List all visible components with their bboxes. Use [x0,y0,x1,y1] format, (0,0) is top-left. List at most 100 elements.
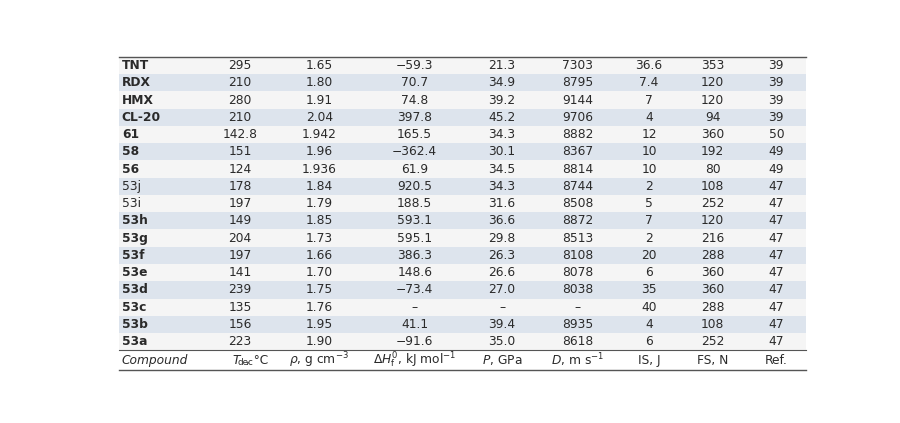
Bar [119,74,806,91]
Text: 210: 210 [229,76,251,89]
Bar [119,57,806,74]
Text: RDX: RDX [122,76,151,89]
Text: 8367: 8367 [562,146,593,158]
Bar [119,178,806,195]
Text: 108: 108 [701,318,724,331]
Text: 45.2: 45.2 [489,111,516,124]
Text: 280: 280 [229,93,252,107]
Text: 47: 47 [769,301,784,313]
Text: FS, N: FS, N [698,354,728,367]
Text: 39: 39 [769,76,784,89]
Text: 27.0: 27.0 [489,283,516,297]
Text: 8795: 8795 [562,76,593,89]
Text: 30.1: 30.1 [489,146,516,158]
Text: 151: 151 [229,146,252,158]
Text: 6: 6 [645,266,653,279]
Text: 35.0: 35.0 [489,335,516,348]
Text: 1.936: 1.936 [302,162,337,176]
Text: 252: 252 [701,335,724,348]
Bar [119,109,806,126]
Text: 1.85: 1.85 [306,214,333,227]
Text: 188.5: 188.5 [397,197,432,210]
Text: 29.8: 29.8 [489,232,516,244]
Text: 295: 295 [229,59,252,72]
Text: 165.5: 165.5 [397,128,432,141]
Text: 108: 108 [701,180,724,193]
Text: 141: 141 [229,266,251,279]
Text: 10: 10 [642,162,657,176]
Bar [119,316,806,333]
Text: 120: 120 [701,214,724,227]
Text: 595.1: 595.1 [397,232,432,244]
Text: 142.8: 142.8 [222,128,257,141]
Text: 178: 178 [229,180,252,193]
Text: 1.80: 1.80 [306,76,333,89]
Text: 204: 204 [229,232,251,244]
Text: 8618: 8618 [562,335,593,348]
Text: 53e: 53e [122,266,148,279]
Text: 8744: 8744 [562,180,593,193]
Text: 2: 2 [645,232,653,244]
Text: 53c: 53c [122,301,146,313]
Text: 135: 135 [229,301,252,313]
Text: 120: 120 [701,93,724,107]
Bar [119,247,806,264]
Text: 53a: 53a [122,335,148,348]
Text: 210: 210 [229,111,251,124]
Text: 1.75: 1.75 [306,283,333,297]
Text: 8935: 8935 [562,318,593,331]
Text: 74.8: 74.8 [401,93,428,107]
Text: 2.04: 2.04 [306,111,333,124]
Bar [119,143,806,160]
Text: –: – [500,301,505,313]
Text: 53i: 53i [122,197,140,210]
Bar [119,160,806,178]
Text: 2: 2 [645,180,653,193]
Text: 53j: 53j [122,180,140,193]
Text: 6: 6 [645,335,653,348]
Text: 8814: 8814 [562,162,593,176]
Text: CL-20: CL-20 [122,111,161,124]
Text: 39: 39 [769,59,784,72]
Text: 47: 47 [769,266,784,279]
Text: 148.6: 148.6 [397,266,432,279]
Text: 8108: 8108 [562,249,593,262]
Text: 49: 49 [769,162,784,176]
Text: 223: 223 [229,335,251,348]
Bar [119,91,806,109]
Text: 61.9: 61.9 [401,162,428,176]
Text: 1.91: 1.91 [306,93,333,107]
Text: 252: 252 [701,197,724,210]
Text: 8882: 8882 [562,128,593,141]
Text: 47: 47 [769,214,784,227]
Text: 8508: 8508 [562,197,593,210]
Text: 36.6: 36.6 [489,214,516,227]
Text: 360: 360 [701,266,724,279]
Text: 10: 10 [642,146,657,158]
Text: 360: 360 [701,128,724,141]
Text: 34.9: 34.9 [489,76,516,89]
Text: 288: 288 [701,249,724,262]
Text: 21.3: 21.3 [489,59,516,72]
Text: −59.3: −59.3 [396,59,434,72]
Text: 41.1: 41.1 [401,318,428,331]
Text: 34.5: 34.5 [489,162,516,176]
Text: 4: 4 [645,111,653,124]
Text: 35: 35 [642,283,657,297]
Text: HMX: HMX [122,93,154,107]
Text: $T$: $T$ [232,354,242,367]
Text: 7.4: 7.4 [640,76,659,89]
Text: 47: 47 [769,197,784,210]
Text: 12: 12 [642,128,657,141]
Text: 53f: 53f [122,249,144,262]
Text: 9144: 9144 [562,93,593,107]
Text: IS, J: IS, J [638,354,661,367]
Text: 1.79: 1.79 [306,197,333,210]
Text: $\rho$, g cm$^{-3}$: $\rho$, g cm$^{-3}$ [290,351,349,370]
Text: $D$, m s$^{-1}$: $D$, m s$^{-1}$ [551,352,604,369]
Text: Compound: Compound [122,354,188,367]
Text: 1.95: 1.95 [306,318,333,331]
Text: 1.66: 1.66 [306,249,333,262]
Text: 386.3: 386.3 [397,249,432,262]
Text: 40: 40 [642,301,657,313]
